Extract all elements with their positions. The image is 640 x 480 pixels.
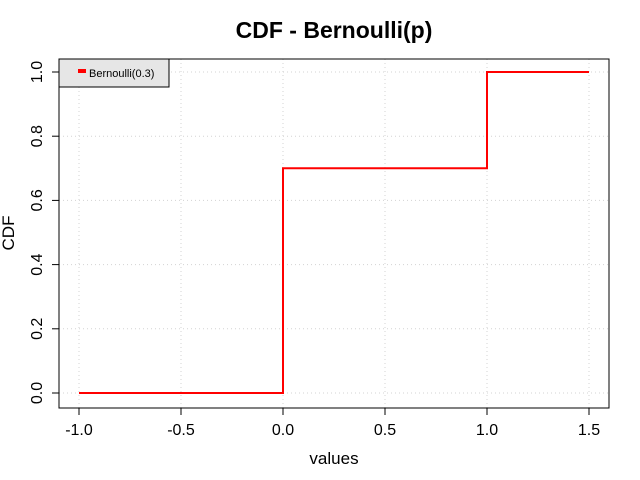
x-tick-label: 1.0 xyxy=(476,422,498,439)
y-tick-label: 0.0 xyxy=(29,382,46,404)
series-line xyxy=(79,71,589,394)
plot-area-border xyxy=(58,58,610,409)
legend: Bernoulli(0.3) xyxy=(58,58,170,88)
y-tick-label: 0.4 xyxy=(29,253,46,275)
grid xyxy=(59,59,609,408)
legend-box xyxy=(58,58,170,88)
chart-title: CDF - Bernoulli(p) xyxy=(236,17,433,43)
x-tick-label: 0.0 xyxy=(272,422,294,439)
y-axis: 0.0 0.2 0.4 0.6 0.8 1.0 xyxy=(29,61,60,404)
y-axis-label: CDF xyxy=(0,216,18,251)
x-tick-label: -1.0 xyxy=(65,422,93,439)
legend-label: Bernoulli(0.3) xyxy=(89,68,154,80)
x-axis: -1.0 -0.5 0.0 0.5 1.0 1.5 xyxy=(65,407,600,439)
x-tick-label: 1.5 xyxy=(578,422,600,439)
legend-swatch xyxy=(78,69,86,73)
x-axis-label: values xyxy=(309,449,358,468)
y-tick-label: 0.8 xyxy=(29,125,46,147)
y-tick-label: 1.0 xyxy=(29,61,46,83)
x-tick-label: 0.5 xyxy=(374,422,396,439)
y-tick-label: 0.2 xyxy=(29,318,46,340)
x-tick-label: -0.5 xyxy=(167,422,195,439)
y-tick-label: 0.6 xyxy=(29,189,46,211)
series-layer xyxy=(79,71,589,394)
